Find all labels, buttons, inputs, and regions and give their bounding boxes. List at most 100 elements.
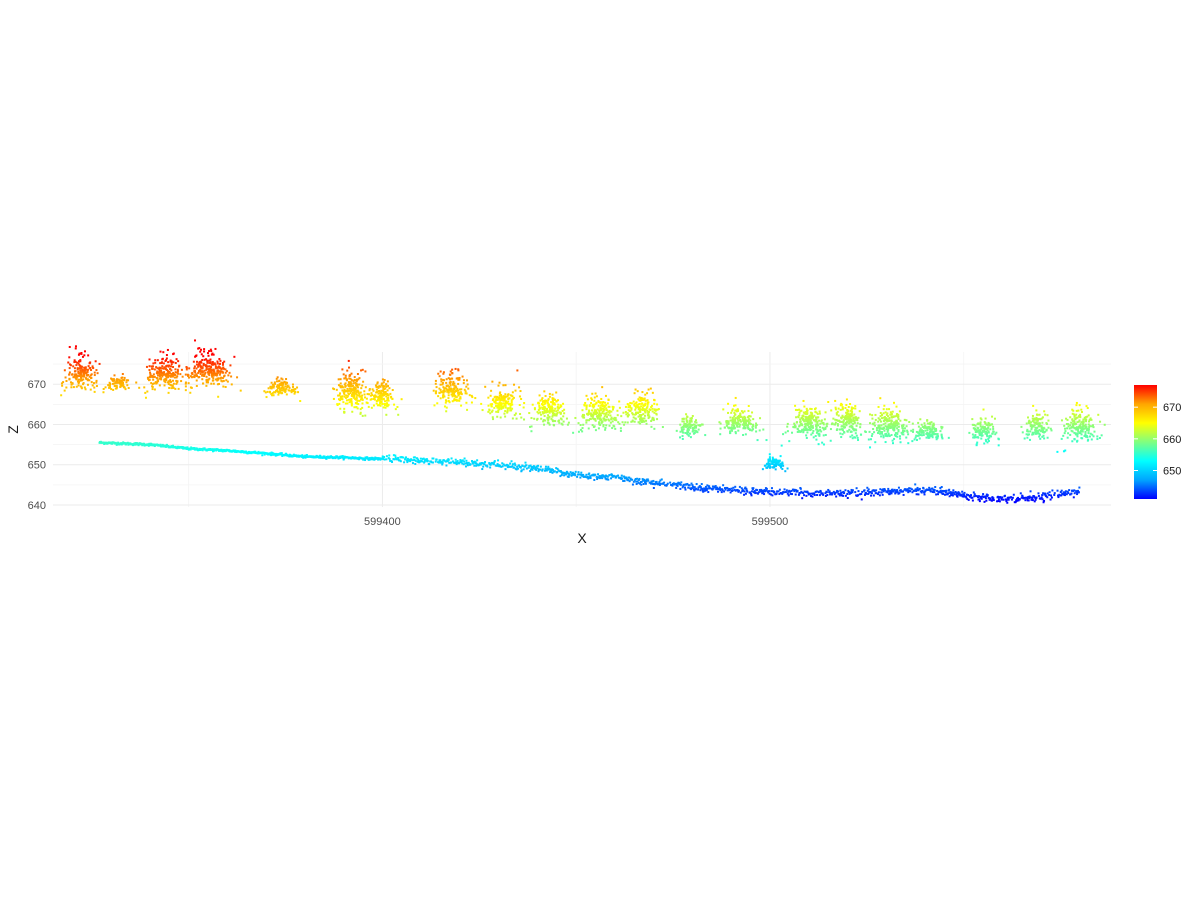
data-point (545, 410, 548, 413)
data-point (219, 370, 222, 373)
data-point (353, 393, 356, 396)
data-point (880, 435, 883, 438)
data-point (765, 439, 768, 442)
data-point (991, 432, 994, 435)
data-point (515, 417, 518, 420)
data-point (539, 465, 542, 468)
data-point (553, 413, 556, 416)
data-point (358, 399, 361, 402)
data-point (550, 401, 553, 404)
data-point (280, 384, 283, 387)
data-point (891, 410, 894, 413)
data-point (932, 423, 935, 426)
data-point (504, 384, 507, 387)
data-point (188, 367, 191, 370)
data-point (624, 405, 627, 408)
data-point (355, 390, 358, 393)
data-point (765, 487, 768, 490)
data-point (170, 369, 173, 372)
data-point (201, 366, 204, 369)
data-point (992, 425, 995, 428)
data-point (507, 397, 510, 400)
data-point (358, 383, 361, 386)
data-point (459, 388, 462, 391)
data-point (727, 421, 730, 424)
data-point (281, 385, 284, 388)
data-point (682, 426, 685, 429)
data-point (167, 371, 170, 374)
data-point (269, 452, 272, 455)
data-point (388, 387, 391, 390)
data-point (382, 406, 385, 409)
data-point (979, 434, 982, 437)
data-point (690, 420, 693, 423)
data-point (885, 428, 888, 431)
data-point (591, 392, 594, 395)
data-point (419, 457, 422, 460)
data-point (169, 372, 172, 375)
data-point (953, 493, 956, 496)
data-point (815, 411, 818, 414)
data-point (607, 478, 610, 481)
data-point (391, 389, 394, 392)
data-point (491, 409, 494, 412)
data-point (488, 462, 491, 465)
data-point (587, 412, 590, 415)
data-point (79, 369, 82, 372)
data-point (185, 368, 188, 371)
data-point (504, 406, 507, 409)
data-point (840, 491, 843, 494)
data-point (346, 390, 349, 393)
data-point (387, 399, 390, 402)
data-point (1073, 489, 1076, 492)
data-point (162, 362, 165, 365)
data-point (655, 408, 658, 411)
data-point (461, 375, 464, 378)
data-point (556, 406, 559, 409)
data-point (459, 396, 462, 399)
data-point (597, 476, 600, 479)
data-point (993, 417, 996, 420)
data-point (598, 477, 601, 480)
data-point (883, 404, 886, 407)
data-point (790, 493, 793, 496)
data-point (216, 377, 219, 380)
data-point (456, 387, 459, 390)
data-point (326, 455, 329, 458)
data-point (734, 417, 737, 420)
data-point (636, 477, 639, 480)
data-point (620, 415, 623, 418)
data-point (879, 415, 882, 418)
data-point (591, 409, 594, 412)
data-point (681, 437, 684, 440)
data-point (651, 482, 654, 485)
data-point (122, 441, 125, 444)
data-point (529, 470, 532, 473)
data-point (608, 419, 611, 422)
data-point (810, 426, 813, 429)
data-point (555, 400, 558, 403)
data-point (786, 430, 789, 433)
data-point (202, 355, 205, 358)
data-point (633, 392, 636, 395)
data-point (353, 406, 356, 409)
data-point (612, 424, 615, 427)
data-point (221, 371, 224, 374)
data-point (843, 492, 846, 495)
data-point (883, 489, 886, 492)
data-point (375, 385, 378, 388)
data-point (567, 421, 570, 424)
data-point (798, 411, 801, 414)
data-point (540, 398, 543, 401)
data-point (584, 401, 587, 404)
data-point (126, 384, 129, 387)
data-point (747, 426, 750, 429)
data-point (552, 403, 555, 406)
data-point (548, 467, 551, 470)
data-point (528, 464, 531, 467)
data-point (644, 482, 647, 485)
data-point (714, 485, 717, 488)
data-point (886, 491, 889, 494)
data-point (599, 408, 602, 411)
data-point (593, 396, 596, 399)
